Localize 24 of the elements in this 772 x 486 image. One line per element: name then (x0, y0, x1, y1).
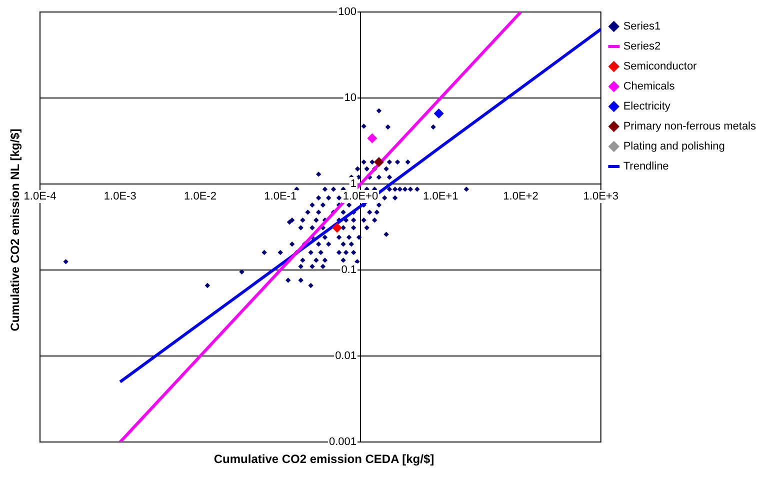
x-axis-title: Cumulative CO2 emission CEDA [kg/$] (212, 452, 436, 466)
x-tick-label: 1.0E+1 (423, 190, 458, 203)
legend-label: Primary non-ferrous metals (623, 120, 756, 133)
x-tick-label: 1.0E+0 (342, 190, 378, 203)
y-tick-label: 1 (350, 178, 356, 190)
legend-label: Semiconductor (623, 60, 698, 73)
legend-label: Series2 (623, 40, 661, 53)
x-tick-label: 1.0E-3 (104, 190, 136, 203)
y-tick-label: 0.001 (328, 436, 356, 448)
x-tick-label: 1.0E+3 (583, 190, 618, 203)
x-tick-label: 1.0E-1 (264, 190, 297, 203)
y-tick-label: 100 (338, 6, 356, 18)
legend-label: Series1 (623, 20, 661, 33)
y-tick-label: 0.01 (335, 350, 356, 362)
legend-label: Electricity (623, 100, 671, 113)
legend-label: Plating and polishing (623, 140, 725, 153)
y-tick-label: 0.1 (341, 264, 356, 276)
y-axis-title: Cumulative CO2 emission NL [kg/$] (8, 128, 22, 332)
legend-label: Trendline (623, 160, 669, 173)
x-tick-label: 1.0E-4 (24, 190, 56, 203)
legend-label: Chemicals (623, 80, 676, 93)
x-tick-label: 1.0E+2 (503, 190, 538, 203)
x-tick-label: 1.0E-2 (184, 190, 216, 203)
y-tick-label: 10 (344, 92, 356, 104)
